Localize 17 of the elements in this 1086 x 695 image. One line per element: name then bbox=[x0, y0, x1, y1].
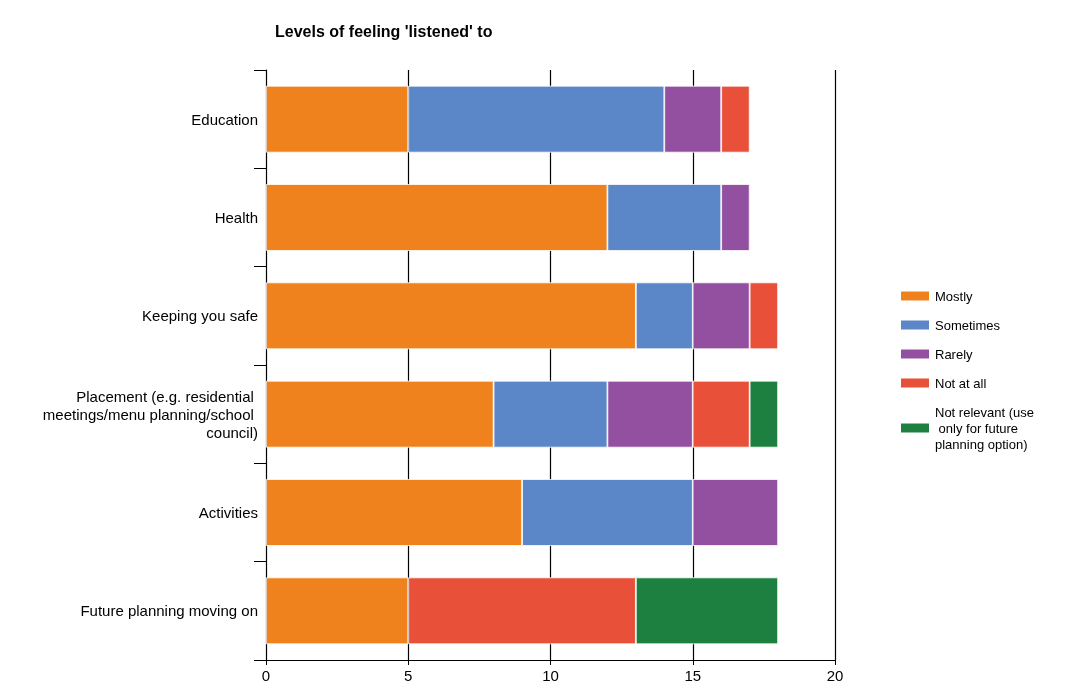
y-tick-label: Education bbox=[191, 110, 258, 128]
y-tick-label: Placement (e.g. residential meetings/menu planning/school council) bbox=[42, 387, 258, 441]
legend-label: Mostly bbox=[935, 288, 974, 304]
y-tick-label: Keeping you safe bbox=[142, 307, 258, 325]
legend-label: Sometimes bbox=[935, 317, 1001, 333]
x-tick-label: 15 bbox=[684, 667, 702, 684]
legend-label: Not relevant (use only for future planning option) bbox=[935, 404, 1034, 452]
y-tick-label: Health bbox=[214, 209, 258, 226]
y-tick-label: Activities bbox=[198, 504, 258, 521]
x-tick-label: 10 bbox=[542, 667, 559, 684]
legend-label: Not at all bbox=[935, 375, 987, 391]
x-tick-label: 0 bbox=[261, 667, 271, 684]
chart-title: Levels of feeling 'listened' to bbox=[275, 22, 493, 40]
x-tick-label: 20 bbox=[826, 667, 844, 684]
y-tick-label: Future planning moving on bbox=[80, 602, 258, 620]
legend-label: Rarely bbox=[935, 346, 974, 362]
x-tick-label: 5 bbox=[404, 667, 413, 684]
